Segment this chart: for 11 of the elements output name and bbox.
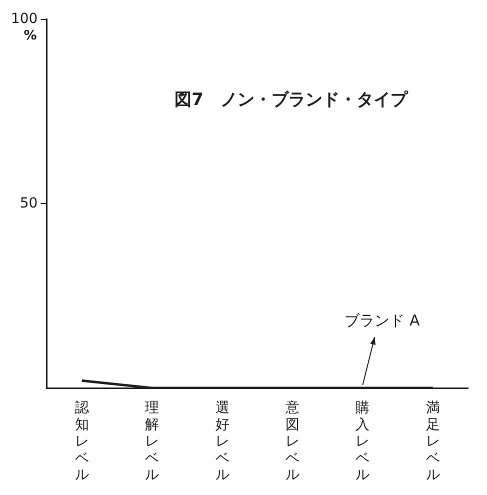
- x-tick-label: 満足レベル: [426, 400, 440, 484]
- y-tick-label: 100: [10, 11, 38, 28]
- x-tick-label: 認知レベル: [74, 400, 89, 484]
- x-tick-label: 意図レベル: [284, 400, 300, 484]
- annotation: ブランド A: [344, 311, 420, 330]
- x-tick-label: 購入レベル: [356, 400, 370, 484]
- text: 図7 ノン・ブランド・タイプ: [174, 90, 408, 110]
- y-tick-label: 50: [20, 195, 38, 212]
- y-axis-title: %: [24, 28, 37, 44]
- x-tick-label: 選好レベル: [215, 400, 230, 484]
- x-tick-label: 理解レベル: [145, 400, 160, 484]
